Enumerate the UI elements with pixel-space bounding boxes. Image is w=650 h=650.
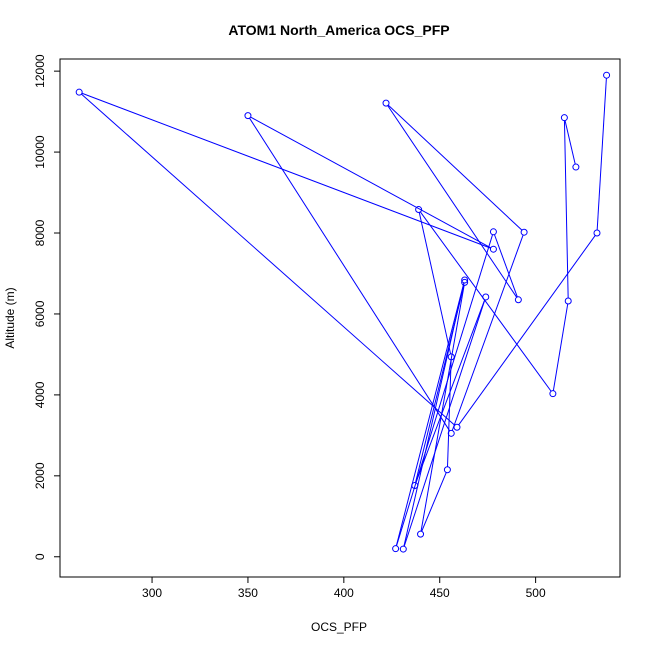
data-point (453, 423, 461, 431)
data-point (603, 71, 611, 79)
data-point (417, 530, 425, 538)
y-tick-label: 10000 (33, 135, 47, 169)
series-segment (387, 105, 518, 298)
series-segment (552, 303, 569, 391)
series-segment (81, 92, 491, 249)
x-axis-label: OCS_PFP (311, 620, 367, 634)
y-axis-label: Altitude (m) (3, 287, 17, 348)
y-tick-label: 8000 (33, 219, 47, 246)
series-segment (458, 235, 596, 426)
x-tick-label: 400 (334, 586, 354, 600)
data-point (382, 99, 390, 107)
series-segment (395, 282, 465, 546)
series-segment (387, 104, 523, 231)
data-point (443, 466, 451, 474)
series-segment (446, 359, 452, 467)
data-point (447, 429, 455, 437)
series-segment (415, 285, 465, 483)
series-segment (396, 234, 494, 546)
data-point (447, 353, 455, 361)
series-segment (418, 212, 452, 355)
data-point (520, 228, 528, 236)
y-tick-label: 12000 (33, 54, 47, 88)
data-point (514, 296, 522, 304)
chart-title: ATOM1 North_America OCS_PFP (228, 22, 449, 38)
data-point (572, 163, 580, 171)
data-point (75, 88, 83, 96)
x-tick-label: 350 (238, 586, 258, 600)
y-tick-label: 2000 (33, 462, 47, 489)
data-point (593, 229, 601, 237)
series-segment (564, 120, 576, 165)
series (75, 71, 611, 553)
series-segment (419, 211, 552, 392)
y-tick-label: 0 (33, 553, 47, 560)
series-segment (493, 234, 518, 298)
x-axis: 300 350 400 450 500 (142, 576, 546, 600)
series-layer (75, 71, 611, 553)
data-point (244, 112, 252, 120)
y-axis: 0 2000 4000 6000 8000 10000 12000 (33, 54, 61, 560)
y-tick-label: 6000 (33, 300, 47, 327)
y-tick-label: 4000 (33, 381, 47, 408)
series-segment (81, 93, 456, 426)
data-point (399, 545, 407, 553)
series-segment (403, 299, 486, 547)
data-point (461, 276, 469, 284)
data-point (549, 390, 557, 398)
data-point (489, 228, 497, 236)
data-point (560, 114, 568, 122)
data-point (411, 482, 419, 490)
data-point (482, 293, 490, 301)
series-segment (563, 120, 569, 299)
series-segment (420, 285, 465, 532)
series-segment (250, 116, 492, 249)
data-point (415, 206, 423, 214)
series-segment (421, 472, 447, 532)
x-tick-label: 450 (430, 586, 450, 600)
x-tick-label: 300 (142, 586, 162, 600)
data-point (392, 545, 400, 553)
series-segment (451, 234, 524, 431)
x-tick-label: 500 (526, 586, 546, 600)
data-point (564, 297, 572, 305)
data-point (489, 245, 497, 253)
series-segment (249, 117, 451, 432)
series-segment (596, 78, 607, 231)
data-point (461, 278, 469, 286)
